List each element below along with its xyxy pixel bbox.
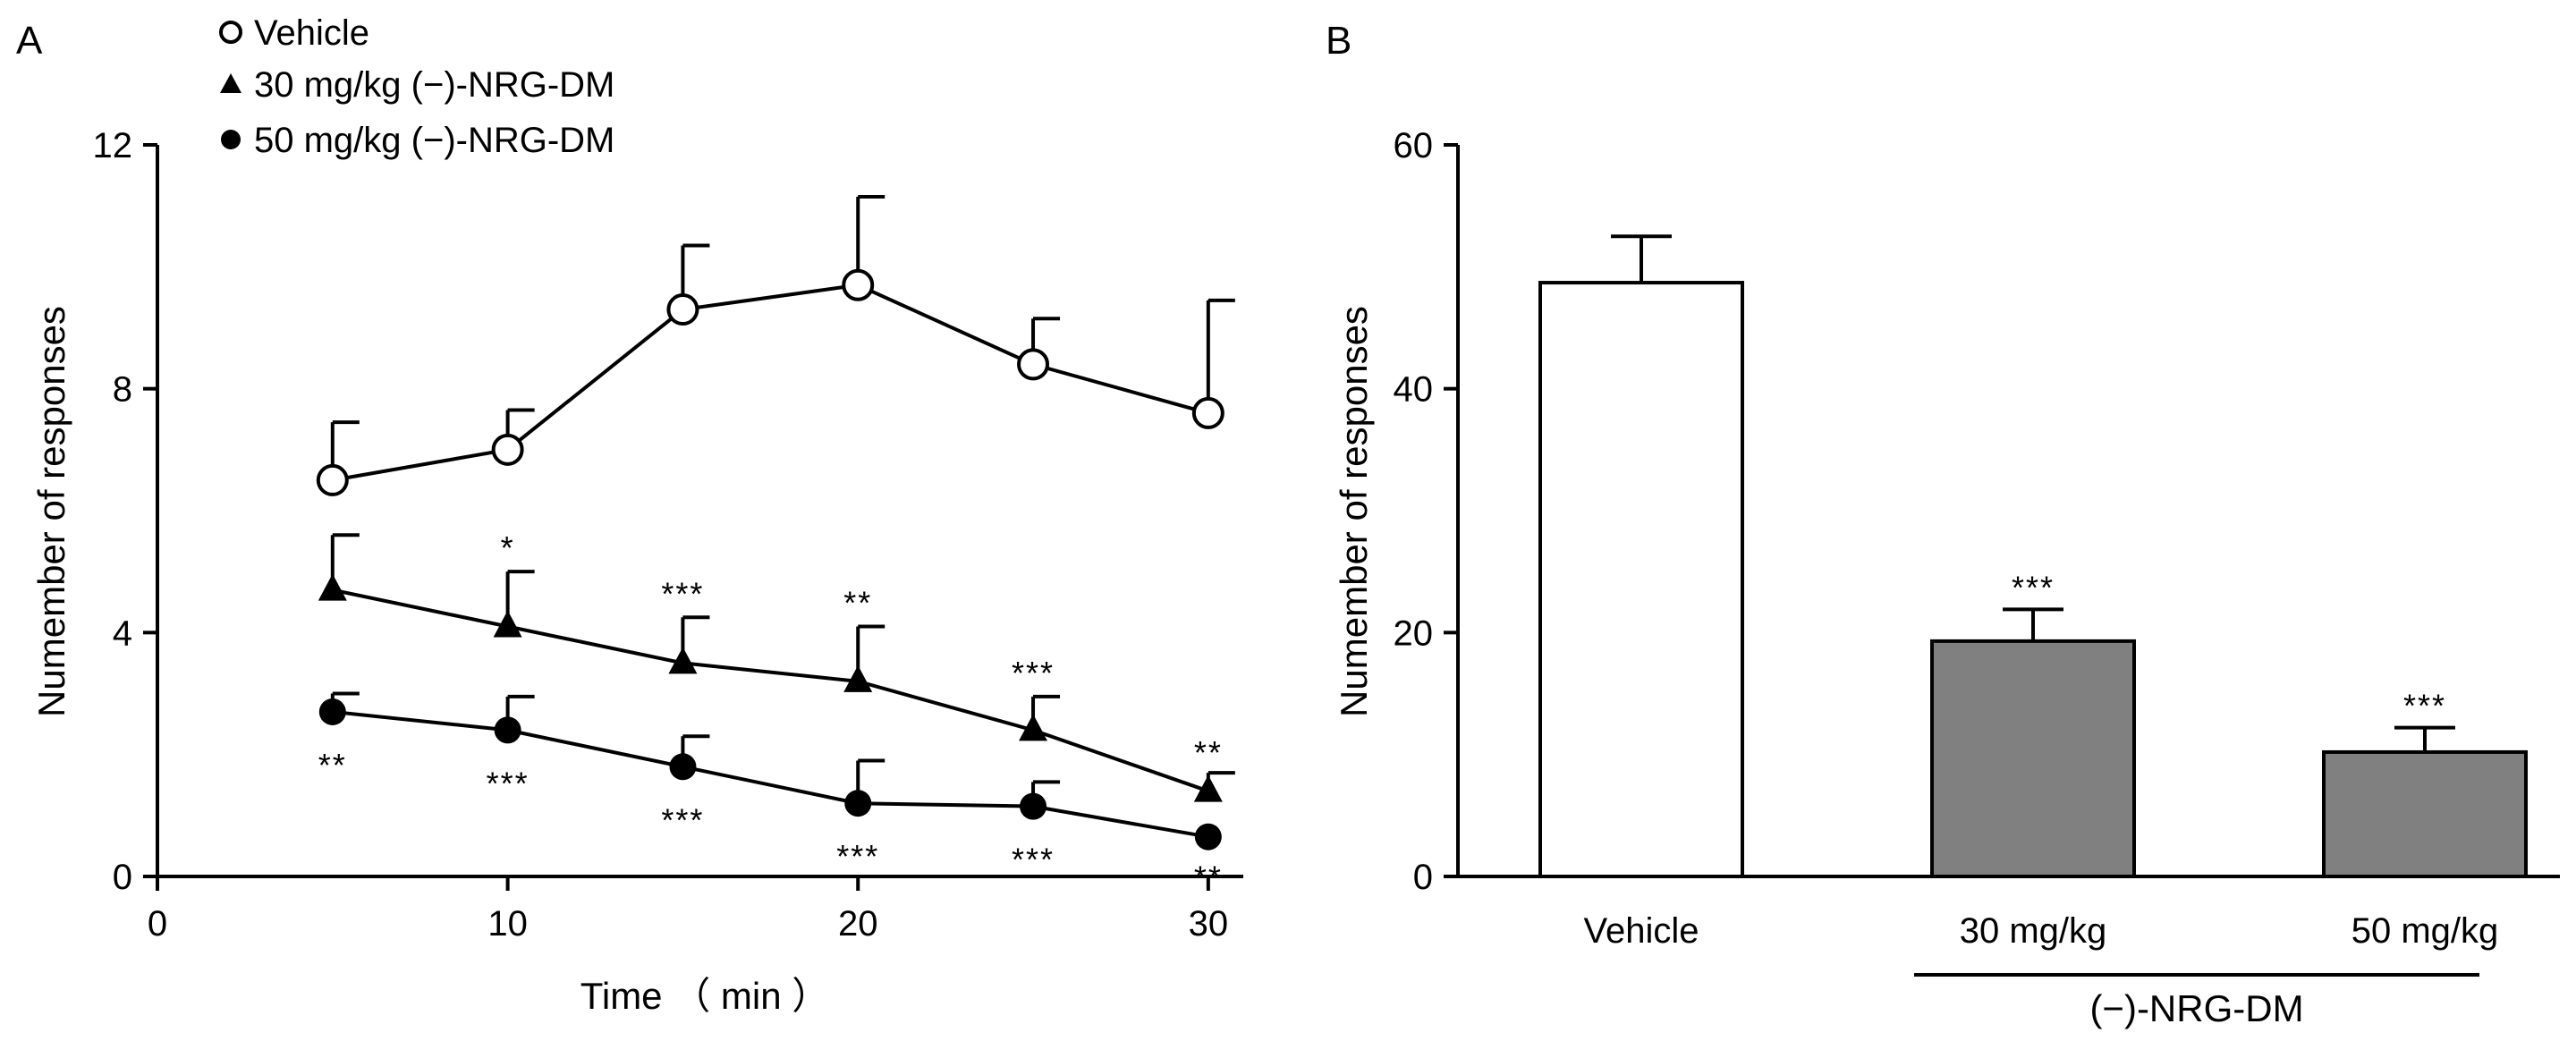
bar [1538, 281, 1744, 879]
y-tick-label-b: 40 [1394, 370, 1434, 410]
series-line-30mg [332, 588, 1209, 793]
data-point-50mg [669, 753, 697, 781]
y-axis-title-a: Numember of responses [30, 306, 72, 717]
legend-a: Vehicle 30 mg/kg (−)-NRG-DM 50 mg/kg (−)… [219, 13, 614, 160]
bar-category-label: 30 mg/kg [1960, 911, 2107, 951]
legend-label-vehicle: Vehicle [254, 13, 369, 53]
series-line-vehicle [332, 283, 1209, 482]
series-line-50mg [332, 709, 1209, 839]
data-point-vehicle [1191, 396, 1224, 429]
significance-label: *** [661, 801, 704, 838]
panel-label-a: A [16, 19, 43, 63]
y-tick-label-b: 60 [1394, 126, 1434, 165]
x-tick-label-a: 30 [1189, 904, 1229, 944]
data-point-30mg [318, 573, 347, 601]
legend-marker-vehicle [219, 21, 242, 44]
y-tick-label-a: 4 [113, 614, 132, 653]
data-point-30mg [1193, 774, 1223, 802]
bar-group: Vehicle [1538, 234, 1744, 951]
data-point-vehicle [1017, 348, 1050, 381]
data-point-vehicle [666, 293, 699, 326]
bar [1930, 639, 2136, 878]
panel-label-b: B [1326, 19, 1352, 63]
legend-marker-30mg [220, 73, 242, 93]
legend-marker-50mg [221, 130, 241, 149]
significance-label: ** [843, 585, 872, 622]
y-tick-label-a: 8 [113, 370, 132, 410]
data-point-30mg [843, 664, 873, 692]
legend-label-50mg: 50 mg/kg (−)-NRG-DM [254, 121, 614, 160]
data-point-vehicle [842, 268, 875, 301]
data-point-50mg [1194, 823, 1222, 851]
series-30mg: **** ******* [318, 529, 1235, 802]
data-point-50mg [318, 698, 346, 725]
data-point-30mg [493, 610, 522, 638]
panel-b: B 0 20 40 60 Numember of responses Vehicle 3… [1326, 19, 2560, 1029]
y-tick-label-a: 12 [93, 126, 133, 165]
x-axis-title-a: Time （ min ） [580, 975, 829, 1017]
x-tick-label-a: 10 [487, 904, 528, 944]
y-tick-label-b: 20 [1394, 614, 1434, 653]
significance-label: *** [1012, 842, 1055, 878]
bar-category-label: 50 mg/kg [2351, 911, 2499, 951]
data-point-30mg [1019, 714, 1048, 741]
significance-label: *** [836, 838, 879, 875]
significance-label: *** [1012, 655, 1055, 691]
data-point-50mg [494, 716, 521, 744]
y-tick-label-a: 0 [113, 858, 132, 897]
data-point-30mg [668, 647, 698, 674]
significance-label: ** [1194, 859, 1223, 896]
significance-label: *** [487, 765, 530, 801]
y-tick-label-b: 0 [1413, 858, 1433, 897]
significance-label: * [501, 529, 515, 566]
significance-label: *** [661, 575, 704, 612]
data-point-vehicle [316, 463, 349, 496]
significance-label: *** [2012, 569, 2055, 605]
panel-a: A Vehicle 30 mg/kg (−)-NRG-DM 50 mg/kg (… [16, 13, 1243, 1017]
y-ticks-b: 0 20 40 60 [1394, 126, 1458, 897]
significance-label: *** [2403, 688, 2446, 724]
y-ticks-a: 0 4 8 12 [93, 126, 157, 897]
bar-group: 50 mg/kg *** [2322, 688, 2528, 951]
x-tick-label-a: 0 [148, 904, 167, 944]
series-50mg: ** ********* *** ** [318, 691, 1223, 896]
y-axis-title-b: Numember of responses [1333, 306, 1375, 717]
legend-label-30mg: 30 mg/kg (−)-NRG-DM [254, 65, 614, 105]
bar [2322, 749, 2528, 878]
plot-area-a: **** ********* ********* *** ** [316, 194, 1235, 896]
significance-label: ** [1194, 734, 1223, 771]
x-tick-label-a: 20 [838, 904, 878, 944]
group-label: (−)-NRG-DM [2089, 987, 2303, 1029]
significance-label: ** [318, 747, 347, 783]
bar-group: 30 mg/kg *** [1930, 569, 2136, 951]
data-point-50mg [1020, 792, 1047, 820]
bar-category-label: Vehicle [1584, 911, 1699, 951]
data-point-vehicle [491, 433, 524, 466]
series-vehicle [316, 194, 1235, 496]
x-ticks-a: 0 10 20 30 [148, 876, 1228, 944]
plot-area-b: Vehicle 30 mg/kg *** 50 mg/kg *** [1538, 234, 2528, 951]
data-point-50mg [844, 790, 872, 817]
